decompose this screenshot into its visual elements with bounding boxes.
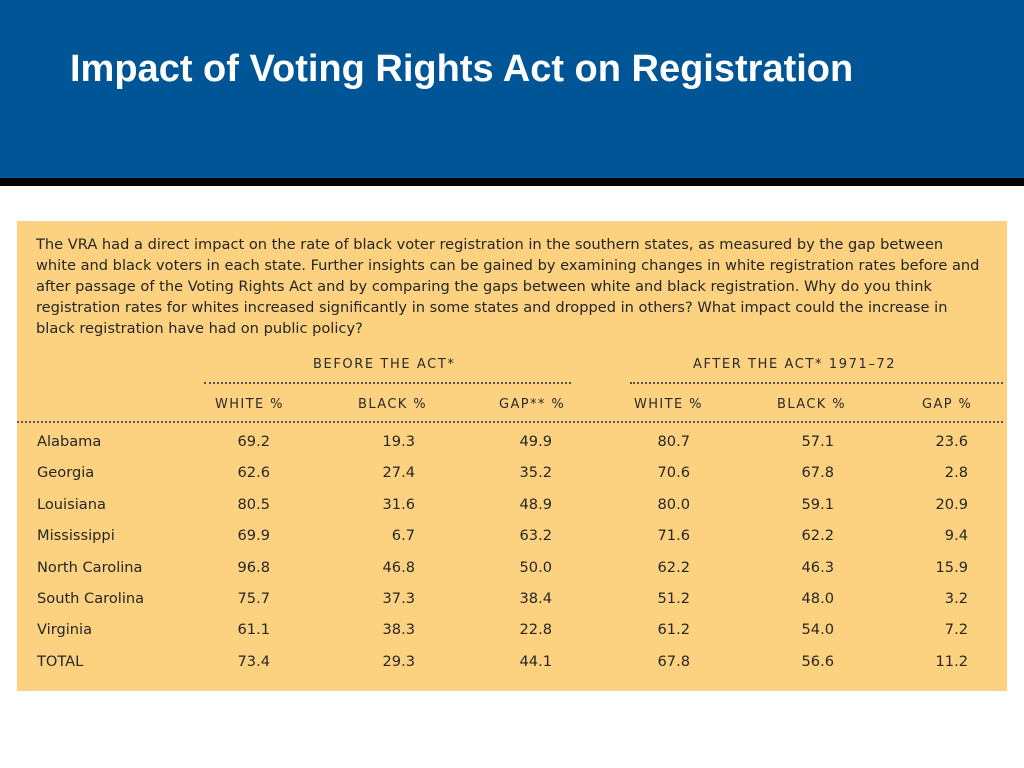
white-after-value: 61.2 <box>657 621 691 639</box>
white-before-value: 69.9 <box>237 527 271 545</box>
black-after-value: 59.1 <box>801 495 835 513</box>
black-after-value: 54.0 <box>801 621 835 639</box>
state-name: TOTAL <box>37 652 84 670</box>
black-before-value: 29.3 <box>382 652 416 670</box>
black-before-value: 6.7 <box>391 527 415 545</box>
col-header-black-before: BLACK % <box>358 397 428 412</box>
gap-after-value: 2.8 <box>944 464 968 482</box>
table-row-total: TOTAL 73.4 29.3 44.1 67.8 56.6 11.2 <box>17 653 1007 684</box>
gap-after-value: 11.2 <box>935 652 969 670</box>
table-row: Georgia 62.6 27.4 35.2 70.6 67.8 2.8 <box>17 464 1007 495</box>
table-row: Virginia 61.1 38.3 22.8 61.2 54.0 7.2 <box>17 621 1007 652</box>
white-before-value: 75.7 <box>237 589 271 607</box>
group-divider-before <box>204 382 571 384</box>
white-before-value: 80.5 <box>237 495 271 513</box>
black-after-value: 46.3 <box>801 558 835 576</box>
gap-after-value: 20.9 <box>935 495 969 513</box>
table-row: Alabama 69.2 19.3 49.9 80.7 57.1 23.6 <box>17 433 1007 464</box>
title-bar: Impact of Voting Rights Act on Registrat… <box>0 0 1024 178</box>
state-name: Alabama <box>37 433 102 450</box>
state-name: North Carolina <box>37 558 143 576</box>
gap-before-value: 48.9 <box>519 495 553 513</box>
col-header-white-before: WHITE % <box>215 397 284 412</box>
state-name: Georgia <box>37 464 95 482</box>
gap-before-value: 22.8 <box>519 621 553 639</box>
white-before-value: 69.2 <box>237 433 271 450</box>
col-header-black-after: BLACK % <box>777 397 847 412</box>
white-after-value: 51.2 <box>657 589 691 607</box>
white-after-value: 80.0 <box>657 495 691 513</box>
state-name: South Carolina <box>37 589 145 607</box>
table-row: North Carolina 96.8 46.8 50.0 62.2 46.3 … <box>17 559 1007 590</box>
state-name: Louisiana <box>37 495 106 513</box>
black-before-value: 27.4 <box>382 464 416 482</box>
black-after-value: 56.6 <box>801 652 835 670</box>
white-before-value: 73.4 <box>237 652 271 670</box>
state-name: Mississippi <box>37 527 115 545</box>
white-after-value: 67.8 <box>657 652 691 670</box>
gap-after-value: 15.9 <box>935 558 969 576</box>
black-before-value: 46.8 <box>382 558 416 576</box>
white-after-value: 62.2 <box>657 558 691 576</box>
gap-before-value: 50.0 <box>519 558 553 576</box>
gap-after-value: 3.2 <box>944 589 968 607</box>
col-header-white-after: WHITE % <box>634 397 703 412</box>
col-header-gap-before: GAP** % <box>499 397 566 412</box>
table-row: South Carolina 75.7 37.3 38.4 51.2 48.0 … <box>17 590 1007 621</box>
group-header-after: AFTER THE ACT* 1971–72 <box>693 357 897 372</box>
gap-before-value: 38.4 <box>519 589 553 607</box>
table-body: Alabama 69.2 19.3 49.9 80.7 57.1 23.6 Ge… <box>17 433 1007 684</box>
gap-before-value: 44.1 <box>519 652 553 670</box>
slide-title: Impact of Voting Rights Act on Registrat… <box>70 48 854 90</box>
black-before-value: 19.3 <box>382 433 416 450</box>
group-header-before: BEFORE THE ACT* <box>313 357 456 372</box>
black-after-value: 62.2 <box>801 527 835 545</box>
gap-after-value: 9.4 <box>944 527 968 545</box>
gap-before-value: 49.9 <box>519 433 553 450</box>
black-before-value: 38.3 <box>382 621 416 639</box>
gap-before-value: 63.2 <box>519 527 553 545</box>
table-row: Mississippi 69.9 6.7 63.2 71.6 62.2 9.4 <box>17 527 1007 558</box>
gap-before-value: 35.2 <box>519 464 553 482</box>
black-after-value: 67.8 <box>801 464 835 482</box>
registration-table-panel: The VRA had a direct impact on the rate … <box>17 221 1007 691</box>
white-before-value: 96.8 <box>237 558 271 576</box>
white-before-value: 62.6 <box>237 464 271 482</box>
intro-paragraph: The VRA had a direct impact on the rate … <box>36 236 980 337</box>
state-name: Virginia <box>37 621 93 639</box>
table-row: Louisiana 80.5 31.6 48.9 80.0 59.1 20.9 <box>17 496 1007 527</box>
black-after-value: 48.0 <box>801 589 835 607</box>
gap-after-value: 7.2 <box>944 621 968 639</box>
white-before-value: 61.1 <box>237 621 271 639</box>
gap-after-value: 23.6 <box>935 433 969 450</box>
group-divider-after <box>630 382 1003 384</box>
title-divider <box>0 178 1024 186</box>
white-after-value: 70.6 <box>657 464 691 482</box>
white-after-value: 71.6 <box>657 527 691 545</box>
black-after-value: 57.1 <box>801 433 835 450</box>
black-before-value: 31.6 <box>382 495 416 513</box>
white-after-value: 80.7 <box>657 433 691 450</box>
col-header-gap-after: GAP % <box>922 397 973 412</box>
black-before-value: 37.3 <box>382 589 416 607</box>
header-divider <box>17 421 1003 423</box>
